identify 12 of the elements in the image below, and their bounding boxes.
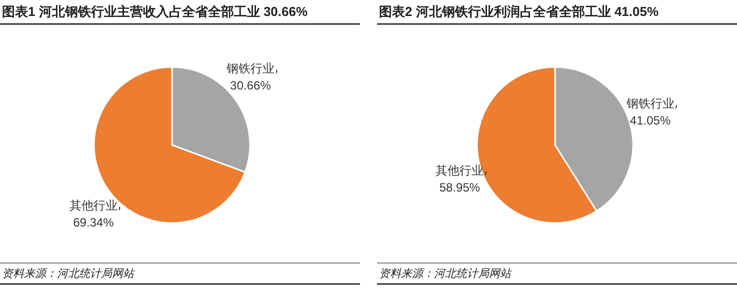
slice-label: 钢铁行业 xyxy=(226,61,275,76)
slice-label: 其他行业 xyxy=(69,198,118,213)
chart-title: 图表2 河北钢铁行业利润占全省全部工业 41.05% xyxy=(379,4,659,19)
slice-label: 钢铁行业 xyxy=(625,96,674,111)
data-label: 30.66% xyxy=(230,78,272,92)
text: 资料来源：河北统计局网站 xyxy=(2,267,136,280)
data-label: 41.05% xyxy=(630,114,671,128)
data-label: 69.34% xyxy=(73,216,114,230)
data-label: 58.95% xyxy=(439,180,480,194)
chart-title: 图表1 河北钢铁行业主营收入占全省全部工业 30.66% xyxy=(2,4,308,19)
slice-label: 其他行业 xyxy=(436,163,484,178)
text: 资料来源：河北统计局网站 xyxy=(379,267,513,280)
